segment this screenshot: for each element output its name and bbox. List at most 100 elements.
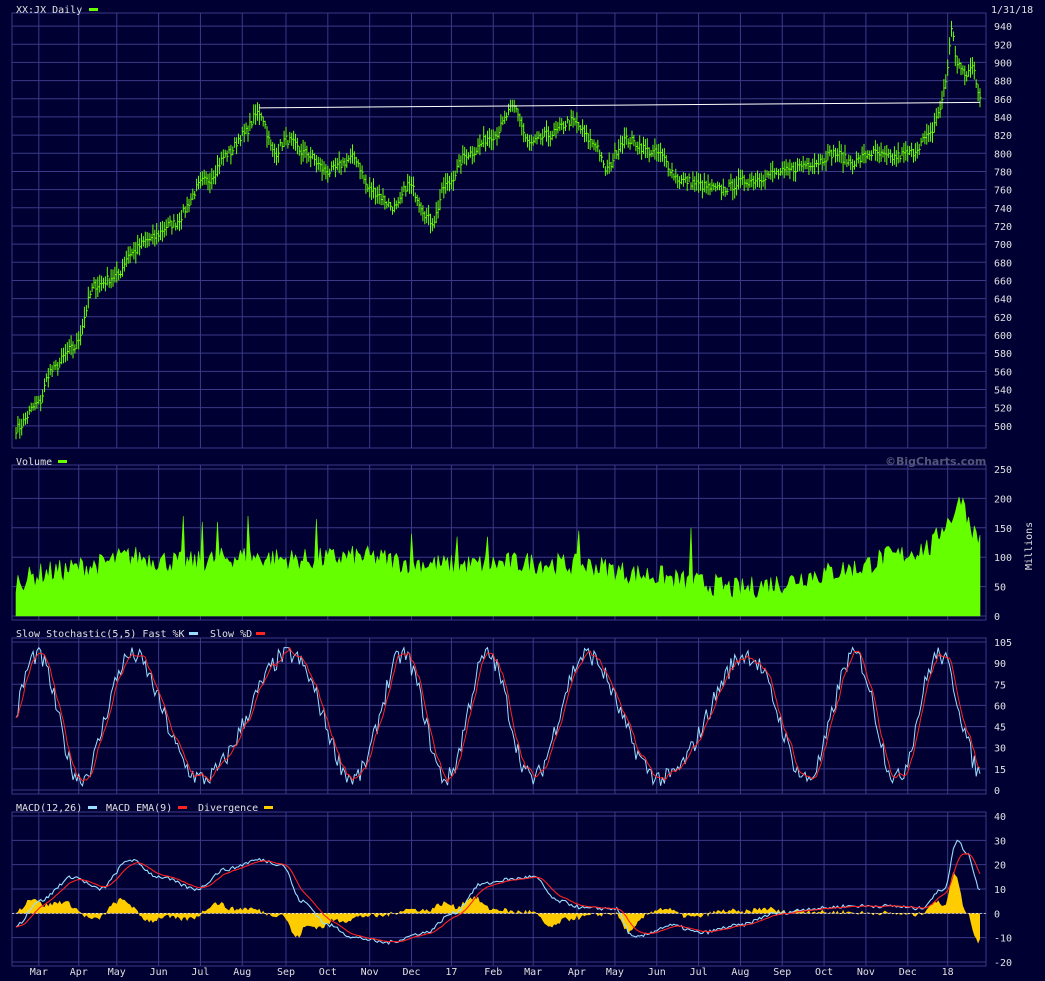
xtick-7: Oct	[319, 967, 337, 978]
price-ytick-18: 860	[994, 95, 1012, 106]
price-ytick-14: 780	[994, 167, 1012, 178]
price-title: XX:JX Daily	[16, 5, 82, 16]
price-ytick-3: 560	[994, 367, 1012, 378]
slow-d-line	[15, 646, 981, 784]
vol-ytick-5: 250	[994, 465, 1012, 476]
axis-labels: 5005205405605806006206406606807007207407…	[30, 22, 1012, 978]
xtick-11: Feb	[484, 967, 502, 978]
stoch-ytick-6: 90	[994, 659, 1006, 670]
price-ytick-10: 700	[994, 240, 1012, 251]
volume-legend-swatch	[58, 460, 67, 463]
vol-ytick-2: 100	[994, 553, 1012, 564]
xtick-21: Dec	[899, 967, 917, 978]
price-ytick-19: 880	[994, 77, 1012, 88]
price-ytick-0: 500	[994, 422, 1012, 433]
xtick-12: Mar	[524, 967, 542, 978]
xtick-9: Dec	[402, 967, 420, 978]
price-ytick-1: 520	[994, 404, 1012, 415]
price-panel-frame	[11, 12, 987, 449]
macd-ytick-2: 0	[994, 909, 1000, 920]
fast-k-line	[15, 646, 981, 788]
macd-line	[15, 839, 981, 945]
price-ytick-17: 840	[994, 113, 1012, 124]
macd-title: MACD(12,26)	[16, 803, 82, 814]
price-ytick-6: 620	[994, 313, 1012, 324]
price-ytick-2: 540	[994, 385, 1012, 396]
chart-date: 1/31/18	[991, 5, 1033, 16]
xtick-1: Apr	[70, 967, 88, 978]
vol-ytick-3: 150	[994, 524, 1012, 535]
macd-ema-line	[15, 853, 981, 943]
stoch-ytick-7: 105	[994, 638, 1012, 649]
price-ytick-21: 920	[994, 40, 1012, 51]
stoch-ytick-3: 45	[994, 723, 1006, 734]
price-ytick-4: 580	[994, 349, 1012, 360]
grid-layer	[11, 12, 987, 967]
xtick-6: Sep	[277, 967, 295, 978]
stoch-ytick-4: 60	[994, 701, 1006, 712]
xtick-8: Nov	[361, 967, 379, 978]
xtick-14: May	[606, 967, 624, 978]
slow-d-swatch	[256, 632, 265, 635]
divergence-swatch	[264, 806, 273, 809]
price-ytick-16: 820	[994, 131, 1012, 142]
volume-unit: Millions	[1024, 522, 1035, 570]
macd-ytick-3: 10	[994, 885, 1006, 896]
xtick-2: May	[108, 967, 126, 978]
volume-panel	[15, 496, 981, 617]
macd-ema-swatch	[178, 806, 187, 809]
stochastic-title: Slow Stochastic(5,5) Fast %K	[16, 629, 185, 640]
stoch-ytick-0: 0	[994, 786, 1000, 797]
price-legend-swatch	[89, 8, 98, 11]
xtick-0: Mar	[30, 967, 48, 978]
macd-ytick-5: 30	[994, 836, 1006, 847]
macd-ytick-6: 40	[994, 812, 1006, 823]
price-ytick-13: 760	[994, 186, 1012, 197]
xtick-4: Jul	[191, 967, 209, 978]
xtick-17: Aug	[731, 967, 749, 978]
slow-d-label: Slow %D	[210, 629, 252, 640]
vol-ytick-0: 0	[994, 612, 1000, 623]
macd-swatch	[88, 806, 97, 809]
fast-k-swatch	[189, 632, 198, 635]
vol-ytick-4: 200	[994, 494, 1012, 505]
price-ytick-12: 740	[994, 204, 1012, 215]
stoch-ytick-1: 15	[994, 765, 1006, 776]
xtick-18: Sep	[773, 967, 791, 978]
price-ytick-8: 660	[994, 276, 1012, 287]
volume-area	[15, 496, 981, 617]
xtick-5: Aug	[233, 967, 251, 978]
macd-ytick-1: -10	[994, 934, 1012, 945]
price-ytick-7: 640	[994, 295, 1012, 306]
xtick-10: 17	[445, 967, 457, 978]
legends: XX:JX Daily 1/31/18 Volume ©BigCharts.co…	[16, 5, 1035, 814]
watermark: ©BigCharts.com	[885, 455, 986, 468]
price-panel	[15, 20, 982, 440]
trendline	[259, 101, 981, 109]
macd-ytick-0: -20	[994, 958, 1012, 969]
price-ytick-11: 720	[994, 222, 1012, 233]
stoch-panel-frame	[11, 637, 987, 795]
stochastic-panel	[15, 646, 981, 788]
price-ytick-20: 900	[994, 58, 1012, 69]
xtick-22: 18	[942, 967, 954, 978]
xtick-19: Oct	[815, 967, 833, 978]
vol-ytick-1: 50	[994, 583, 1006, 594]
divergence-label: Divergence	[198, 803, 258, 814]
price-ytick-5: 600	[994, 331, 1012, 342]
price-bars	[15, 20, 982, 440]
xtick-16: Jul	[690, 967, 708, 978]
macd-ema-label: MACD EMA(9)	[106, 803, 172, 814]
stoch-ytick-5: 75	[994, 680, 1006, 691]
price-ytick-9: 680	[994, 258, 1012, 269]
stoch-ytick-2: 30	[994, 744, 1006, 755]
price-ytick-15: 800	[994, 149, 1012, 160]
macd-ytick-4: 20	[994, 861, 1006, 872]
vol-panel-frame	[11, 464, 987, 621]
macd-panel	[12, 839, 986, 945]
xtick-3: Jun	[150, 967, 168, 978]
xtick-13: Apr	[568, 967, 586, 978]
volume-title: Volume	[16, 457, 52, 468]
